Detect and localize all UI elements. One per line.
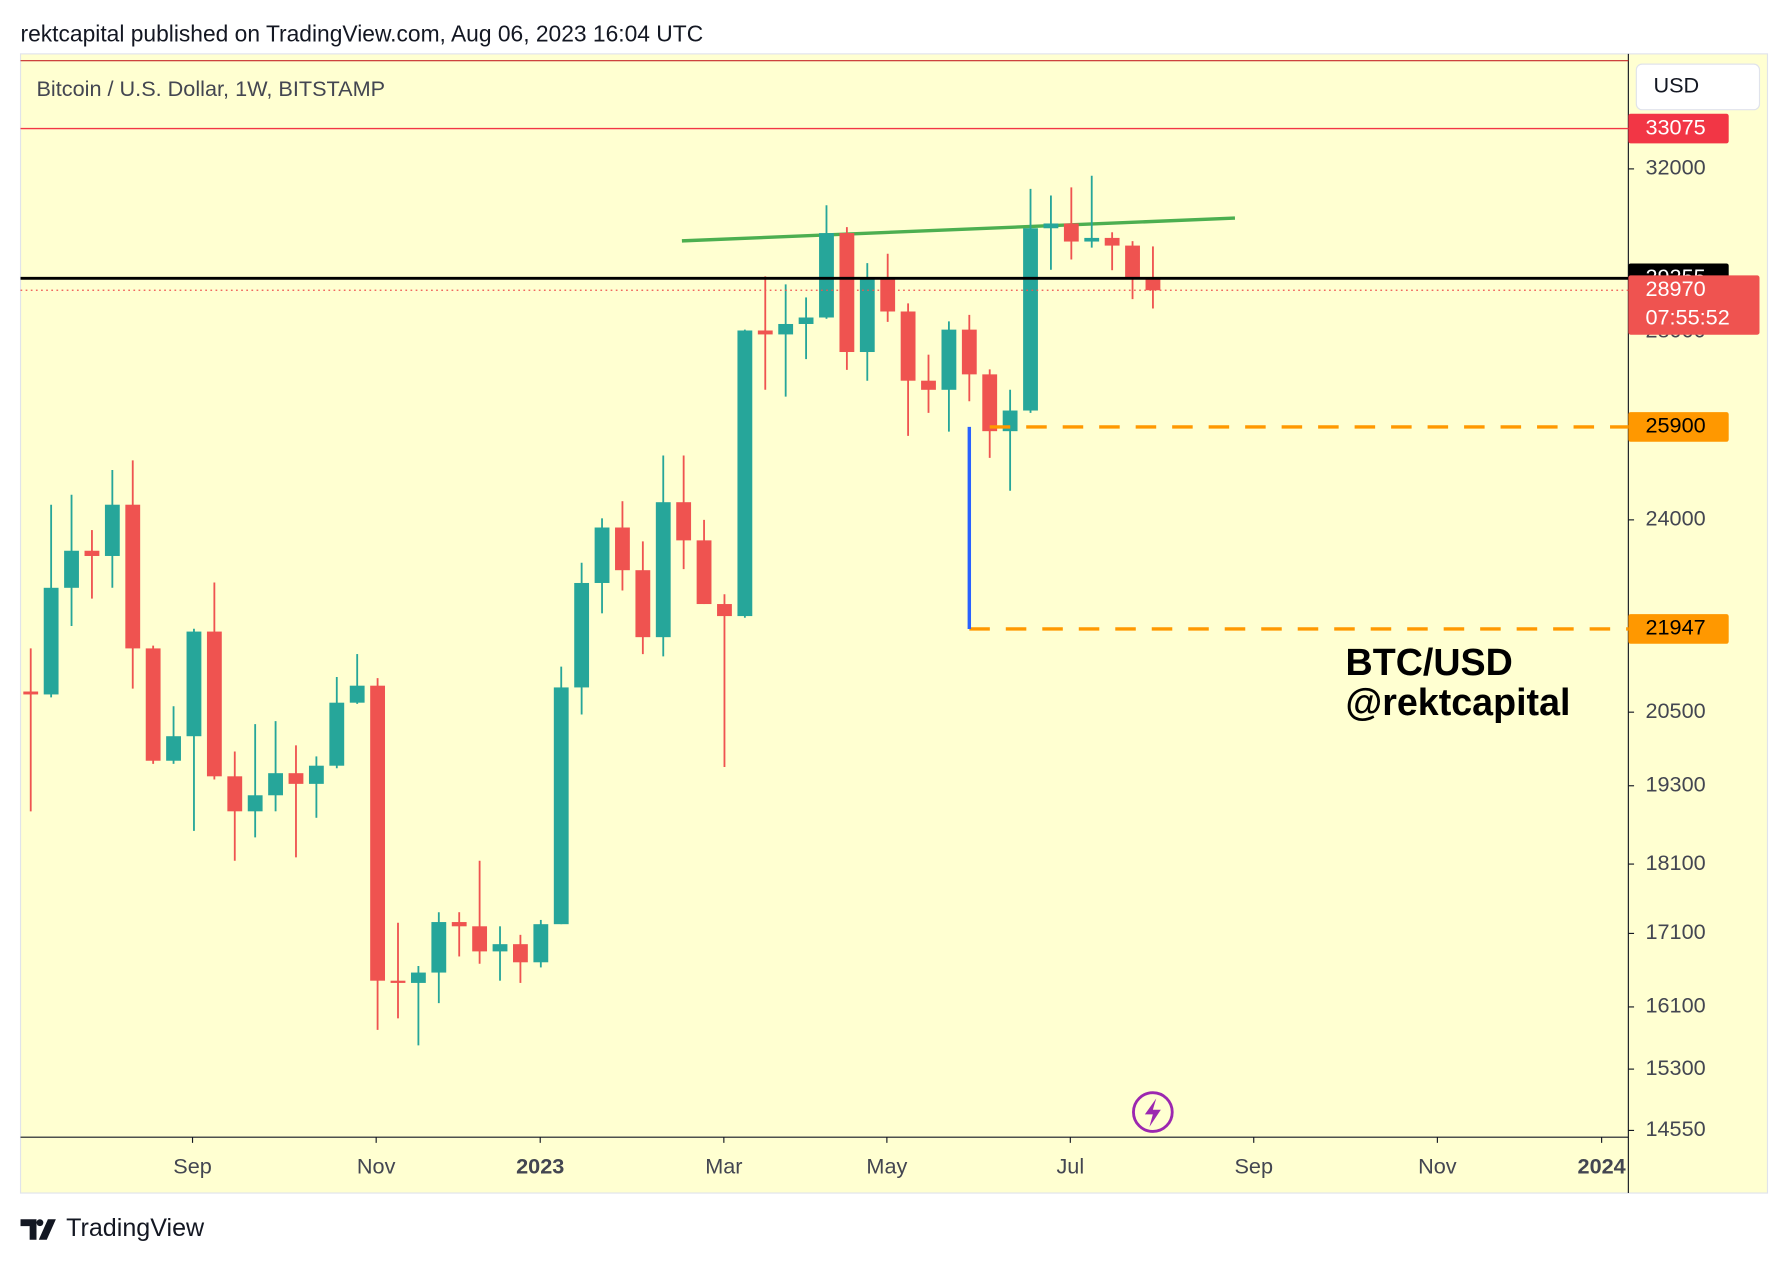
candle-body <box>798 317 814 324</box>
x-tick-label: Jul <box>1056 1154 1084 1179</box>
candle-body <box>533 924 549 963</box>
candle-body <box>410 972 426 983</box>
y-tick-label: 17100 <box>1645 919 1705 944</box>
candle-body <box>961 329 977 375</box>
price-label: 21947 <box>1645 615 1705 640</box>
price-label-box <box>1628 275 1760 335</box>
y-tick-label: 15300 <box>1645 1055 1705 1080</box>
candle-body <box>513 944 528 963</box>
candle-body <box>859 279 875 353</box>
y-tick-label: 19300 <box>1645 771 1705 796</box>
x-tick-label: Nov <box>1418 1154 1457 1179</box>
trendline <box>681 216 1236 243</box>
candle-body <box>778 323 794 335</box>
candle-body <box>1125 245 1140 279</box>
y-tick-label: 32000 <box>1645 155 1705 180</box>
candle-body <box>329 702 345 766</box>
logo <box>20 1219 56 1240</box>
chart-background <box>19 53 1769 1194</box>
price-label: 28970 <box>1645 276 1705 301</box>
candle-body <box>757 330 773 335</box>
candle-body <box>186 631 202 737</box>
candle-body <box>431 922 447 973</box>
annotation: BTC/USD <box>1346 641 1513 683</box>
candle-body <box>206 631 222 777</box>
candle-body <box>370 685 386 981</box>
y-tick-label: 20500 <box>1645 698 1705 723</box>
candle-body <box>615 527 630 571</box>
candle-body <box>1023 228 1038 411</box>
plot-area <box>20 127 1629 1046</box>
candle-body <box>451 922 467 927</box>
candle-body <box>247 795 263 812</box>
candle-body <box>819 233 834 318</box>
candle-body <box>1063 223 1079 242</box>
candle-body <box>737 330 753 617</box>
candle-body <box>43 587 59 695</box>
candle-body <box>941 329 957 390</box>
chart-title: Bitcoin / U.S. Dollar, 1W, BITSTAMP <box>36 76 385 101</box>
y-tick-label: 16100 <box>1645 993 1705 1018</box>
candle-body <box>308 765 324 784</box>
alert-icon[interactable] <box>1132 1091 1174 1133</box>
candle-body <box>390 980 406 983</box>
alert-bolt <box>1144 1098 1161 1127</box>
x-tick-label: 2023 <box>516 1154 564 1179</box>
price-label: 25900 <box>1645 413 1705 438</box>
candle-body <box>349 685 365 703</box>
axis-layer: 3200028000240002050019300181001710016100… <box>173 113 1760 1179</box>
price-label: 33075 <box>1645 114 1705 139</box>
y-tick-label: 14550 <box>1645 1116 1705 1141</box>
currency: USD <box>1653 73 1699 98</box>
x-tick-label: 2024 <box>1578 1154 1626 1179</box>
x-tick-label: May <box>866 1154 907 1179</box>
price-label-box <box>1628 412 1729 442</box>
candle-body <box>1084 237 1100 242</box>
candle-body <box>104 504 120 556</box>
candle-body <box>1104 237 1120 246</box>
price-label-box <box>1628 614 1729 644</box>
annotation: @rektcapital <box>1346 681 1571 723</box>
candle-body <box>696 540 712 605</box>
candle-body <box>594 527 610 583</box>
candle-body <box>880 279 896 312</box>
candle-body <box>166 736 181 761</box>
header: rektcapital published on TradingView.com… <box>21 21 704 47</box>
candle-body <box>839 233 855 353</box>
candle-body <box>84 550 100 556</box>
candle-body <box>472 926 488 952</box>
price-label-box <box>1628 113 1729 144</box>
candle-body <box>125 504 141 649</box>
candle-body <box>553 687 569 925</box>
x-tick-label: Sep <box>1234 1154 1273 1179</box>
candle-body <box>717 604 732 617</box>
candle-body <box>921 380 936 390</box>
countdown: 07:55:52 <box>1645 304 1729 329</box>
candle-body <box>676 502 692 541</box>
y-tick-label: 18100 <box>1645 850 1705 875</box>
footer-brand: TradingView <box>66 1214 205 1242</box>
currency-button[interactable] <box>1635 63 1761 111</box>
candle-body <box>1043 223 1059 229</box>
candle-body <box>655 502 671 638</box>
candle-body <box>23 691 39 695</box>
x-tick-label: Sep <box>173 1154 212 1179</box>
candle-body <box>1145 278 1161 291</box>
candle-body <box>492 944 508 952</box>
x-tick-label: Mar <box>705 1154 742 1179</box>
candle-body <box>982 374 998 432</box>
candle-body <box>64 550 79 588</box>
candle-body <box>268 773 283 796</box>
candle-body <box>288 773 304 784</box>
x-tick-label: Nov <box>357 1154 396 1179</box>
y-tick-label: 24000 <box>1645 506 1705 531</box>
candle-body <box>227 776 243 812</box>
candle-body <box>635 570 651 638</box>
candle-body <box>574 582 590 688</box>
candle-body <box>900 311 916 381</box>
candle-body <box>145 648 161 761</box>
